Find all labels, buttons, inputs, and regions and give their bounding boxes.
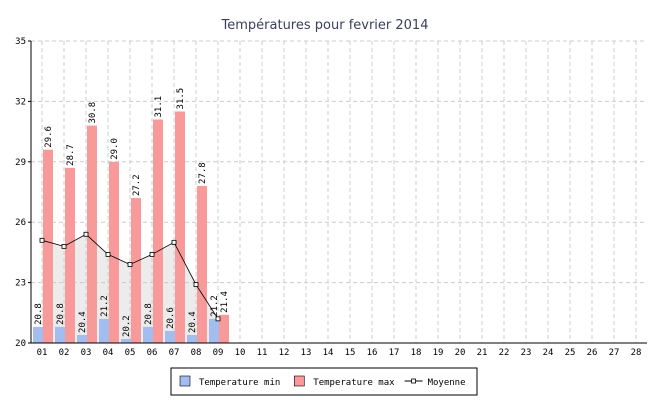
average-marker [149,252,155,257]
x-tick-label: 23 [521,348,532,358]
bar [153,119,163,344]
x-tick-label: 22 [499,348,510,358]
x-tick-label: 21 [477,348,488,358]
value-label: 20.2 [122,315,132,337]
bar [121,338,131,343]
legend-label: Moyenne [428,378,466,388]
value-label: 20.4 [188,311,198,333]
bar [197,185,207,343]
legend-marker [411,378,416,384]
x-tick-label: 05 [125,348,136,358]
bar [87,125,97,343]
average-marker [83,231,89,237]
average-marker [61,243,67,249]
bar [219,314,229,343]
x-tick-label: 01 [37,348,48,358]
y-tick-label: 23 [15,279,26,289]
value-label: 31.1 [154,96,164,118]
value-label: 21.2 [100,295,110,317]
bar [33,326,43,343]
x-tick-label: 07 [169,348,180,358]
average-area [42,234,218,343]
y-tick-label: 35 [15,37,26,47]
bar [187,334,197,343]
x-tick-label: 14 [323,348,334,358]
value-label: 20.8 [56,303,66,325]
x-tick-label: 28 [631,348,642,358]
bar [77,334,87,343]
x-tick-label: 11 [257,348,268,358]
value-label: 31.5 [176,88,186,110]
bar [99,318,109,343]
value-label: 20.8 [34,303,44,325]
y-tick-label: 26 [15,218,26,228]
bar [55,326,65,343]
x-tick-label: 15 [345,348,356,358]
x-tick-label: 19 [433,348,444,358]
average-marker [193,282,199,288]
average-marker [105,252,111,257]
average-marker [171,239,177,245]
x-tick-label: 12 [279,348,290,358]
bar [143,326,153,343]
y-tick-label: 29 [15,158,26,168]
value-label: 29.0 [110,138,120,160]
x-tick-label: 10 [235,348,246,358]
x-tick-label: 18 [411,348,422,358]
x-tick-label: 17 [389,348,400,358]
bar [65,167,75,343]
average-marker [215,316,221,322]
x-tick-label: 03 [81,348,92,358]
chart-title: Températures pour fevrier 2014 [221,18,429,33]
average-marker [127,262,133,267]
bar [43,149,53,343]
value-label: 29.6 [44,126,54,148]
average-marker [39,237,45,243]
legend-swatch [179,375,191,387]
x-tick-label: 24 [543,348,554,358]
value-label: 27.2 [132,174,142,196]
value-label: 30.8 [88,102,98,124]
bar [109,161,119,343]
value-label: 20.8 [144,303,154,325]
bar [165,330,175,343]
legend-box [170,367,478,396]
value-label: 20.4 [78,311,88,333]
bar [131,198,141,343]
x-tick-label: 20 [455,348,466,358]
legend-label: Temperature max [313,378,395,388]
legend-swatch [293,375,305,387]
x-tick-label: 27 [609,348,620,358]
value-label: 21.2 [210,295,220,317]
x-tick-label: 06 [147,348,158,358]
legend-label: Temperature min [199,378,280,388]
x-tick-label: 13 [301,348,312,358]
y-tick-label: 32 [15,97,26,107]
y-tick-label: 20 [15,339,26,349]
value-label: 20.6 [166,307,176,329]
x-tick-label: 08 [191,348,202,358]
x-tick-label: 04 [103,348,114,358]
value-label: 27.8 [198,162,208,184]
x-tick-label: 16 [367,348,378,358]
x-tick-label: 09 [213,348,224,358]
bar [175,111,185,343]
bar [209,318,219,343]
x-tick-label: 02 [59,348,70,358]
value-label: 28.7 [66,144,76,166]
x-tick-label: 26 [587,348,598,358]
value-label: 21.4 [220,291,230,313]
x-tick-label: 25 [565,348,576,358]
